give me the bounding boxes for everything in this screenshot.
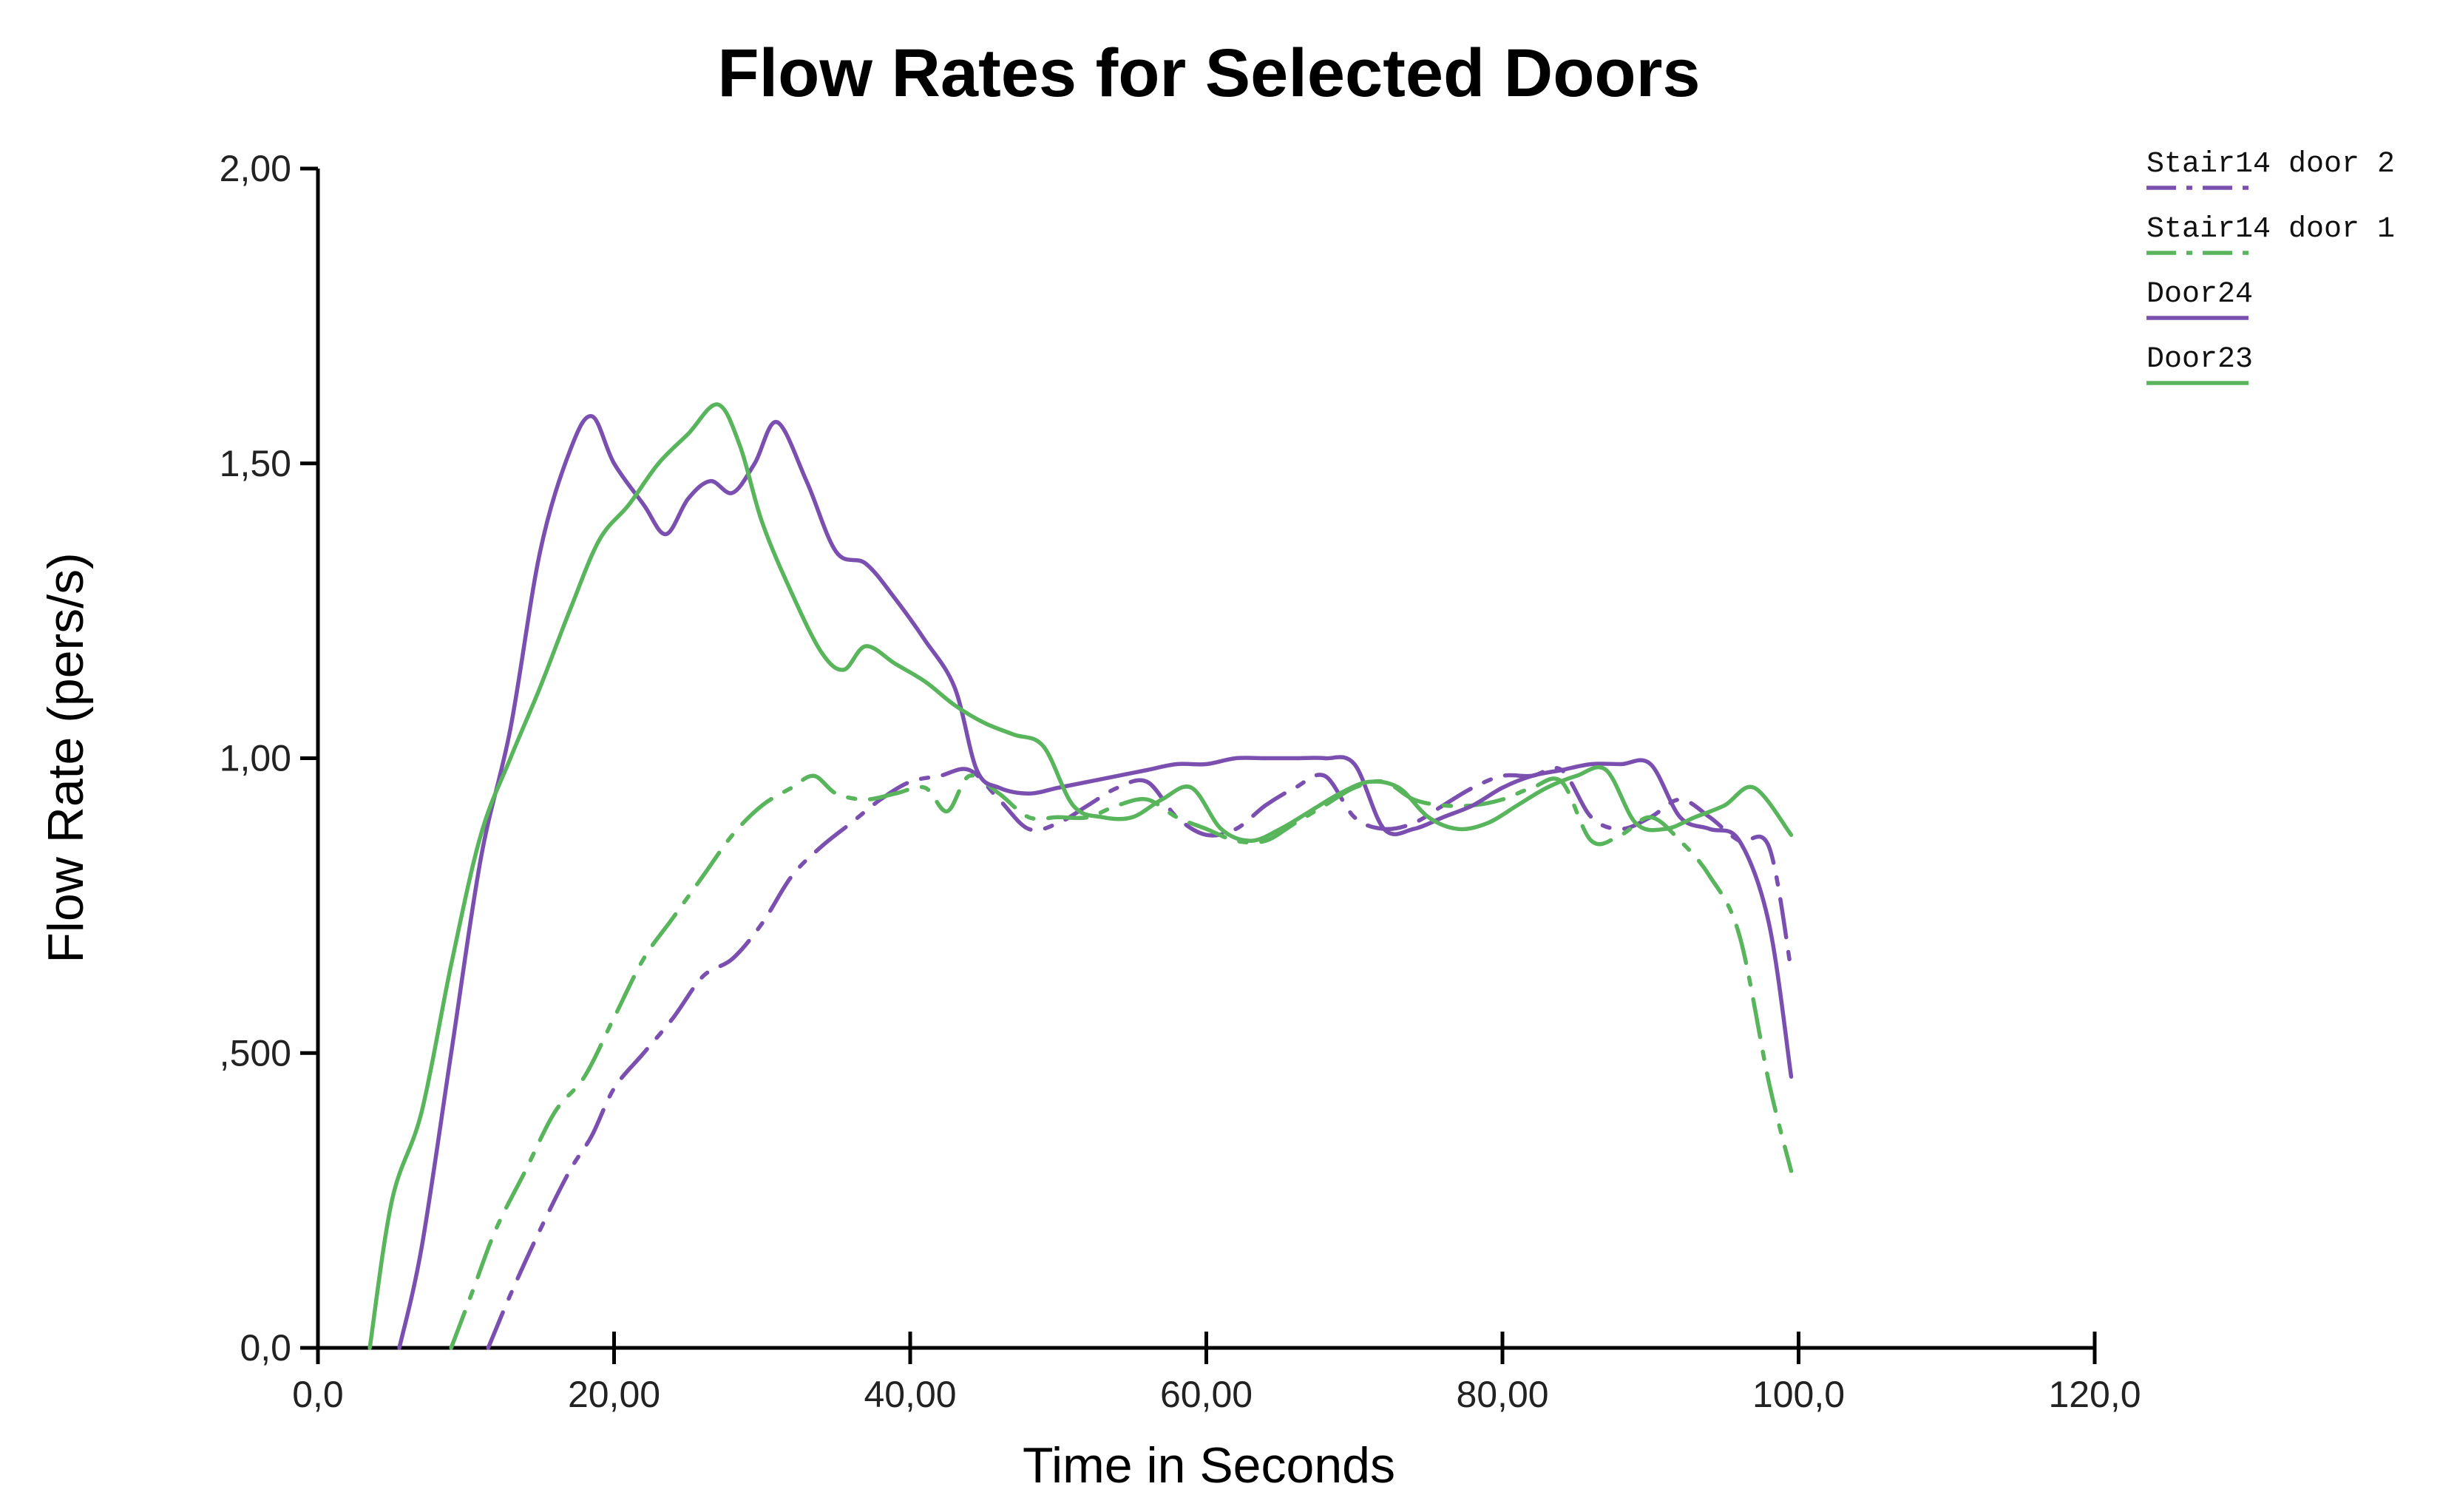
y-tick-label: ,500 bbox=[220, 1032, 291, 1074]
x-axis-label: Time in Seconds bbox=[1023, 1437, 1395, 1494]
y-axis-label: Flow Rate (pers/s) bbox=[38, 552, 94, 963]
series-line-2 bbox=[449, 773, 1794, 1350]
legend-label: Door24 bbox=[2146, 278, 2253, 311]
series-line-1 bbox=[486, 765, 1794, 1350]
x-tick-label: 0,0 bbox=[292, 1374, 344, 1415]
series-line-3 bbox=[397, 414, 1794, 1350]
x-tick-label: 120,0 bbox=[2048, 1374, 2141, 1415]
ticks: 0,0 20,00 40,00 60,00 80,00 100,0 120,0 0,0 ,500… bbox=[220, 148, 2141, 1415]
x-tick-label: 80,00 bbox=[1456, 1374, 1548, 1415]
legend: Stair14 door 2 Stair14 door 1 Door24 Door23 bbox=[2146, 148, 2395, 385]
x-tick-label: 40,00 bbox=[864, 1374, 956, 1415]
y-tick-label: 1,00 bbox=[220, 738, 291, 779]
axes bbox=[316, 169, 2095, 1350]
legend-label: Stair14 door 2 bbox=[2146, 148, 2395, 181]
series-line-4 bbox=[367, 402, 1794, 1350]
x-tick-label: 20,00 bbox=[568, 1374, 660, 1415]
legend-label: Door23 bbox=[2146, 343, 2253, 376]
y-tick-label: 1,50 bbox=[220, 443, 291, 484]
x-tick-label: 60,00 bbox=[1160, 1374, 1253, 1415]
y-tick-label: 0,0 bbox=[240, 1327, 291, 1369]
plot-series bbox=[367, 402, 1794, 1350]
y-tick-label: 2,00 bbox=[220, 148, 291, 189]
chart-title: Flow Rates for Selected Doors bbox=[717, 35, 1700, 111]
legend-label: Stair14 door 1 bbox=[2146, 213, 2395, 246]
x-tick-label: 100,0 bbox=[1752, 1374, 1845, 1415]
